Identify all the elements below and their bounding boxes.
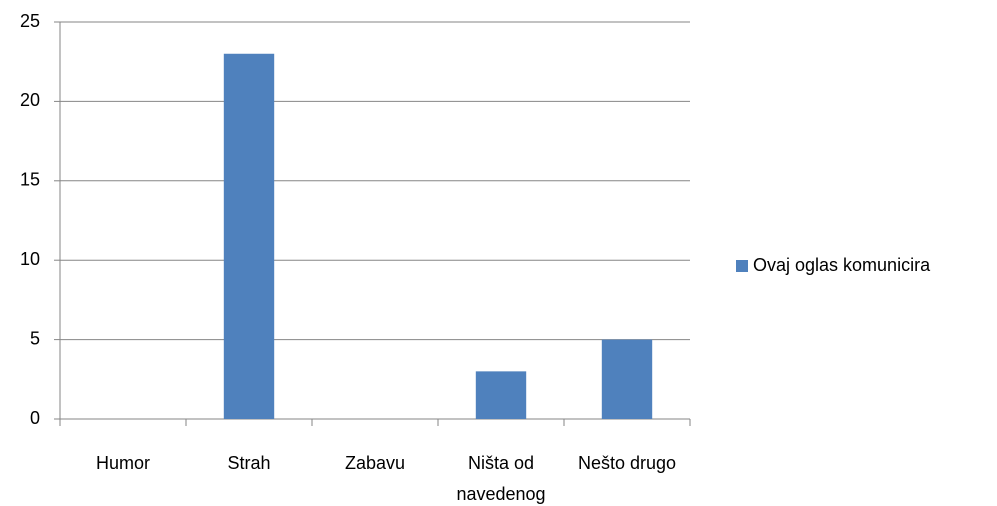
bar [475, 371, 527, 419]
y-tick-label: 10 [20, 249, 40, 269]
x-tick-label: Humor [95, 453, 150, 473]
legend-swatch [736, 260, 748, 272]
y-tick-label: 0 [30, 408, 40, 428]
x-tick-label: Zabavu [344, 453, 406, 473]
x-tick-label: Ništa od navedenog [456, 453, 546, 504]
y-tick-label: 15 [20, 170, 40, 190]
bar [601, 339, 653, 419]
y-tick-label: 20 [20, 90, 40, 110]
bar [223, 53, 275, 419]
y-tick-label: 5 [30, 328, 40, 348]
y-tick-label: 25 [20, 11, 40, 31]
x-tick-label: Nešto drugo [577, 453, 677, 473]
x-tick-label: Strah [227, 453, 271, 473]
legend-label: Ovaj oglas komunicira [753, 255, 931, 275]
